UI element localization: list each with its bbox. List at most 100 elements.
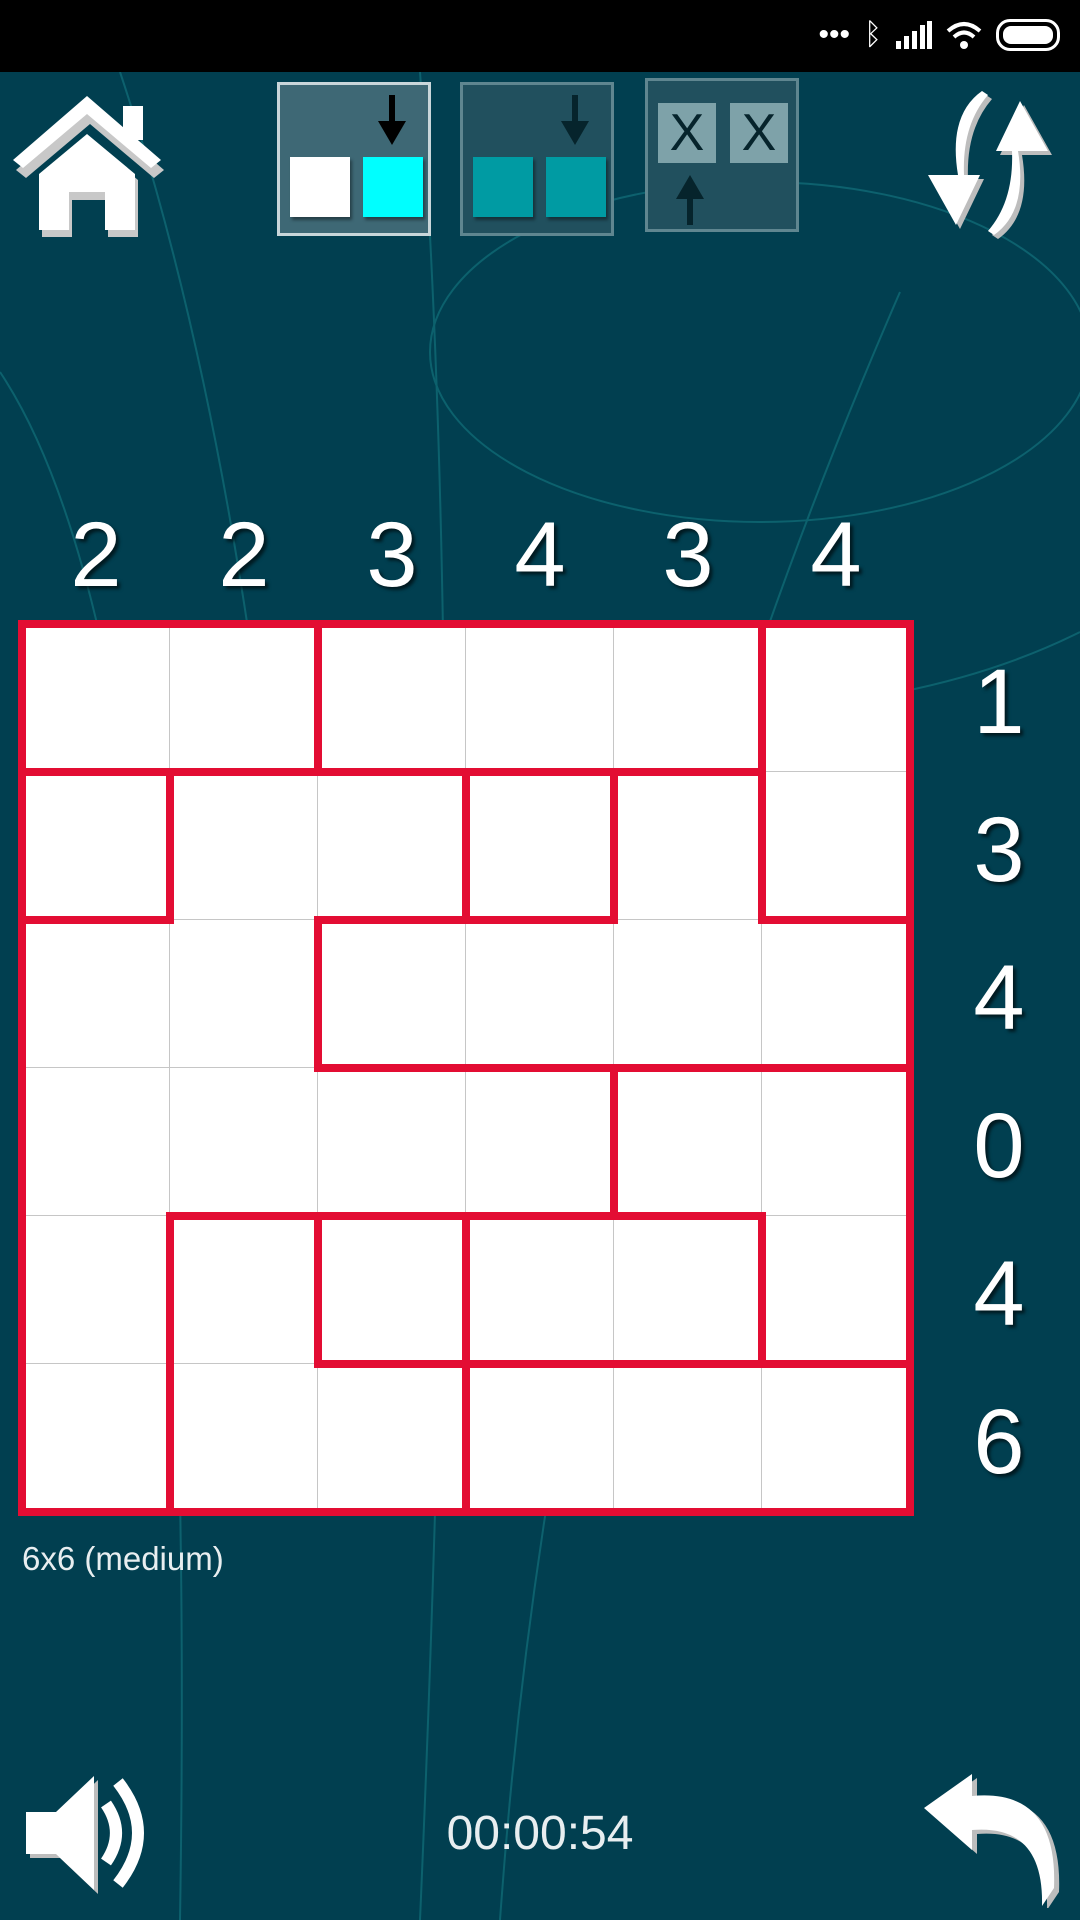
region-border [758, 1212, 766, 1368]
wifi-icon [946, 22, 982, 49]
grid-cell[interactable] [614, 624, 762, 772]
grid-cell[interactable] [170, 624, 318, 772]
arrow-up-icon [676, 175, 704, 225]
region-border [758, 1360, 914, 1368]
region-border [462, 768, 470, 924]
region-border [314, 1212, 322, 1368]
region-border [610, 768, 618, 924]
region-border [314, 1064, 470, 1072]
teal-swatch [473, 157, 533, 217]
region-border [462, 768, 618, 776]
grid-cell[interactable] [762, 1216, 910, 1364]
region-border [462, 1212, 470, 1368]
grid-cell[interactable] [762, 920, 910, 1068]
region-border [166, 1212, 174, 1368]
grid-cell[interactable] [614, 1216, 762, 1364]
grid-cell[interactable] [170, 1364, 318, 1512]
region-border [610, 1360, 766, 1368]
grid-cell[interactable] [762, 624, 910, 772]
grid-cell[interactable] [318, 1068, 466, 1216]
column-clue: 2 [70, 504, 122, 606]
swap-arrows-icon [928, 91, 1052, 239]
row-clue: 4 [973, 1243, 1025, 1345]
speaker-icon [26, 1776, 144, 1894]
grid-cell[interactable] [22, 1216, 170, 1364]
grid-cell[interactable] [170, 920, 318, 1068]
region-border [610, 1064, 766, 1072]
column-clue: 2 [218, 504, 270, 606]
grid-cell[interactable] [318, 1216, 466, 1364]
timer: 00:00:54 [446, 1807, 634, 1860]
grid-cell[interactable] [170, 1068, 318, 1216]
region-border [18, 768, 174, 776]
grid-cell[interactable] [614, 1364, 762, 1512]
grid-cell[interactable] [22, 772, 170, 920]
column-clue: 3 [366, 504, 418, 606]
grid-cell[interactable] [466, 1364, 614, 1512]
white-swatch [290, 157, 350, 217]
row-clue: 3 [973, 799, 1025, 901]
grid-cell[interactable] [466, 772, 614, 920]
undo-icon [924, 1774, 1060, 1908]
region-border [758, 768, 766, 924]
region-border [462, 1360, 618, 1368]
home-button[interactable] [5, 92, 170, 237]
column-clue: 4 [810, 504, 862, 606]
dots-icon: ••• [818, 18, 850, 51]
column-clue: 3 [662, 504, 714, 606]
region-border [314, 768, 470, 776]
puzzle-size-label: 6x6 (medium) [22, 1540, 224, 1577]
grid-cell[interactable] [762, 1364, 910, 1512]
bluetooth-icon: ᛒ [864, 18, 882, 51]
grid-cell[interactable] [170, 772, 318, 920]
region-border [314, 916, 322, 1072]
grid-cell[interactable] [22, 1364, 170, 1512]
grid-cell[interactable] [614, 920, 762, 1068]
row-clue: 6 [973, 1391, 1025, 1493]
region-border [166, 1360, 174, 1516]
region-border [18, 620, 914, 628]
grid-cell[interactable] [466, 1216, 614, 1364]
status-bar: ••• ᛒ [0, 0, 1080, 72]
battery-icon [996, 19, 1060, 51]
grid-cell[interactable] [22, 920, 170, 1068]
x-mark: X [658, 103, 716, 163]
grid-cell[interactable] [762, 772, 910, 920]
grid-cell[interactable] [466, 1068, 614, 1216]
grid-cell[interactable] [318, 624, 466, 772]
cyan-swatch [363, 157, 423, 217]
fill-mode-button[interactable] [277, 82, 431, 236]
grid-cell[interactable] [170, 1216, 318, 1364]
grid-cell[interactable] [466, 624, 614, 772]
undo-button[interactable] [918, 1768, 1068, 1908]
x-mark: X [730, 103, 788, 163]
grid-cell[interactable] [318, 772, 466, 920]
sound-button[interactable] [22, 1768, 152, 1898]
puzzle-grid[interactable] [18, 620, 914, 1516]
grid-cell[interactable] [318, 1364, 466, 1512]
grid-cell[interactable] [466, 920, 614, 1068]
region-border [314, 620, 322, 776]
region-border [18, 620, 26, 1516]
region-border [166, 768, 174, 924]
region-border [610, 768, 766, 776]
grid-cell[interactable] [22, 1068, 170, 1216]
mark-mode-button[interactable]: X X [645, 78, 799, 232]
region-border [610, 1064, 618, 1220]
region-border [758, 620, 766, 776]
column-clue: 4 [514, 504, 566, 606]
row-clue: 1 [973, 651, 1025, 753]
grid-cell[interactable] [762, 1068, 910, 1216]
region-border [166, 768, 322, 776]
shade-mode-button[interactable] [460, 82, 614, 236]
region-border [758, 916, 914, 924]
refresh-button[interactable] [918, 85, 1058, 240]
row-clue: 4 [973, 947, 1025, 1049]
grid-cell[interactable] [614, 772, 762, 920]
row-clue: 0 [973, 1095, 1025, 1197]
grid-cell[interactable] [614, 1068, 762, 1216]
region-border [462, 1064, 618, 1072]
region-border [610, 1212, 766, 1220]
grid-cell[interactable] [22, 624, 170, 772]
grid-cell[interactable] [318, 920, 466, 1068]
